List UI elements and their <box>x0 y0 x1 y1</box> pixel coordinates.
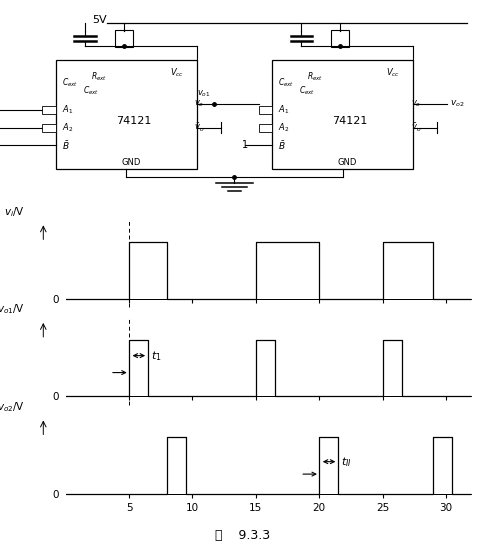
Bar <box>115 30 133 47</box>
Text: $C_{ext}$: $C_{ext}$ <box>278 77 295 89</box>
Text: $v_i$/V: $v_i$/V <box>4 205 25 218</box>
Text: 1: 1 <box>243 140 248 150</box>
Text: $A_2$: $A_2$ <box>278 121 289 134</box>
Text: $v_{o1}$: $v_{o1}$ <box>197 88 210 99</box>
Text: $v_o$: $v_o$ <box>194 99 205 109</box>
Text: $R_{ext}$: $R_{ext}$ <box>91 71 107 83</box>
Text: $A_2$: $A_2$ <box>62 121 73 134</box>
Text: 图    9.3.3: 图 9.3.3 <box>215 530 271 542</box>
Text: $R_{ext}$: $R_{ext}$ <box>307 71 323 83</box>
Text: $\bar{v}_o$: $\bar{v}_o$ <box>194 121 205 134</box>
Bar <box>42 124 56 132</box>
Text: $C_{ext}$: $C_{ext}$ <box>62 77 78 89</box>
Text: $A_1$: $A_1$ <box>278 104 289 116</box>
Text: $t_1$: $t_1$ <box>151 349 161 363</box>
Text: $V_{cc}$: $V_{cc}$ <box>170 67 184 80</box>
Text: $C_{ext}$: $C_{ext}$ <box>299 85 315 97</box>
Text: $\bar{v}_o$: $\bar{v}_o$ <box>411 121 421 134</box>
Text: $v_o$: $v_o$ <box>411 99 421 109</box>
Bar <box>259 106 272 114</box>
Text: $v_{o1}$/V: $v_{o1}$/V <box>0 302 25 316</box>
Text: $\bar{B}$: $\bar{B}$ <box>278 139 286 152</box>
Bar <box>272 60 413 169</box>
Text: $V_{cc}$: $V_{cc}$ <box>386 67 400 80</box>
Text: $t_{II}$: $t_{II}$ <box>341 455 351 469</box>
Bar <box>259 124 272 132</box>
Text: 5V: 5V <box>92 15 107 25</box>
Text: GND: GND <box>122 158 141 167</box>
Text: $C_{ext}$: $C_{ext}$ <box>83 85 99 97</box>
Text: 74121: 74121 <box>116 115 151 126</box>
Text: $A_1$: $A_1$ <box>62 104 73 116</box>
Bar <box>56 60 197 169</box>
Text: $v_{o2}$: $v_{o2}$ <box>450 99 464 109</box>
Text: 74121: 74121 <box>332 115 367 126</box>
Text: GND: GND <box>338 158 357 167</box>
Bar <box>331 30 349 47</box>
Text: $\bar{B}$: $\bar{B}$ <box>62 139 69 152</box>
Text: $v_{o2}$/V: $v_{o2}$/V <box>0 400 25 414</box>
Bar <box>42 106 56 114</box>
